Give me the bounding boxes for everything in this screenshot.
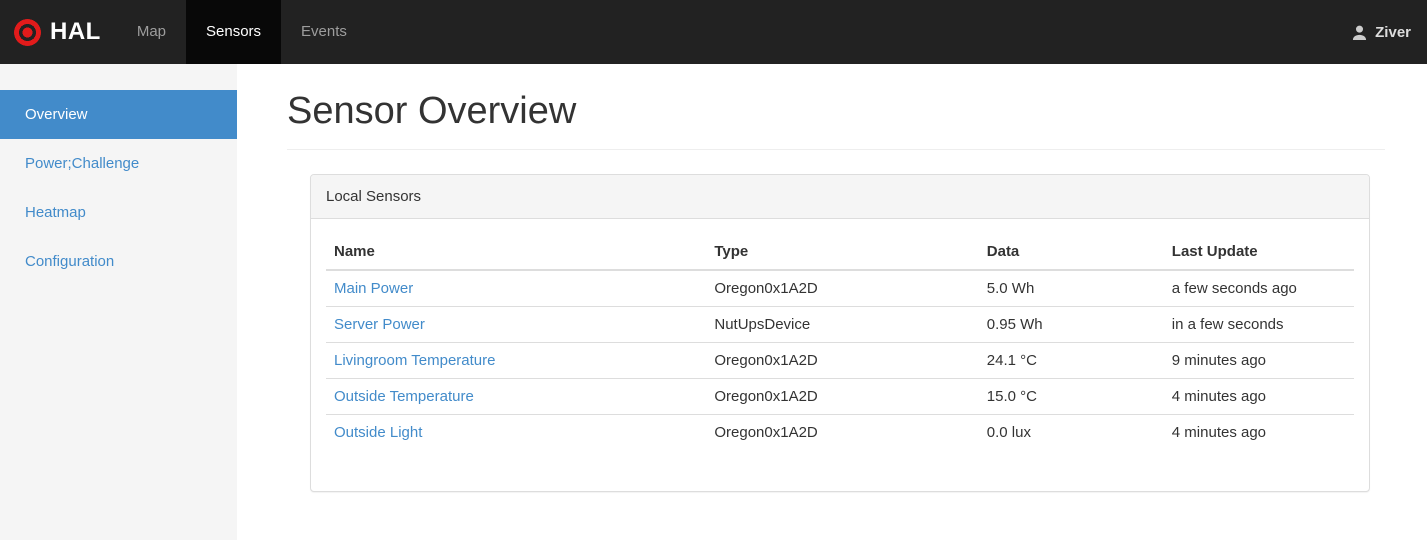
sensor-data: 24.1 °C (978, 342, 1164, 379)
sensor-last-update: 9 minutes ago (1163, 342, 1354, 379)
sensor-link[interactable]: Main Power (334, 280, 414, 297)
sidebar-item-configuration[interactable]: Configuration (25, 253, 115, 270)
sensor-name-cell: Outside Light (326, 414, 707, 450)
sensor-name-cell: Livingroom Temperature (326, 342, 707, 379)
table-row: Livingroom Temperature Oregon0x1A2D 24.1… (326, 342, 1354, 379)
sensor-type: Oregon0x1A2D (706, 342, 979, 379)
hal-logo-icon (14, 18, 41, 46)
sidebar-item-heatmap[interactable]: Heatmap (25, 204, 86, 221)
sensor-last-update: a few seconds ago (1163, 269, 1354, 307)
col-header-type: Type (706, 234, 979, 271)
sensor-type: Oregon0x1A2D (706, 414, 979, 450)
sensor-last-update: 4 minutes ago (1163, 378, 1354, 415)
table-row: Main Power Oregon0x1A2D 5.0 Wh a few sec… (326, 269, 1354, 307)
sensor-last-update: 4 minutes ago (1163, 414, 1354, 450)
sensor-name-cell: Outside Temperature (326, 378, 707, 415)
brand-link[interactable]: HAL (0, 0, 117, 64)
col-header-name: Name (326, 234, 707, 271)
nav-item-map[interactable]: Map (136, 23, 167, 40)
local-sensors-panel: Local Sensors Name Type Data Last Update (310, 174, 1370, 492)
table-row: Server Power NutUpsDevice 0.95 Wh in a f… (326, 306, 1354, 343)
page-title: Sensor Overview (287, 90, 1385, 150)
user-menu[interactable]: Ziver (1335, 0, 1427, 64)
sensor-link[interactable]: Server Power (334, 316, 425, 333)
col-header-last-update: Last Update (1163, 234, 1354, 271)
panel-body: Name Type Data Last Update Main Power (311, 219, 1369, 491)
top-navbar: HAL Map Sensors Events Ziver (0, 0, 1427, 64)
sensor-data: 0.95 Wh (978, 306, 1164, 343)
sensor-data: 5.0 Wh (978, 269, 1164, 307)
sensor-data: 0.0 lux (978, 414, 1164, 450)
main-content: Sensor Overview Local Sensors Name Type … (237, 64, 1427, 540)
sidebar: Overview Power;Challenge Heatmap Configu… (0, 64, 237, 540)
sidebar-item-power-challenge[interactable]: Power;Challenge (25, 155, 140, 172)
col-header-data: Data (978, 234, 1164, 271)
main-nav: Map Sensors Events (117, 0, 367, 64)
table-header-row: Name Type Data Last Update (326, 234, 1354, 271)
brand-text: HAL (50, 18, 101, 45)
nav-item-events[interactable]: Events (301, 23, 347, 40)
sensor-type: Oregon0x1A2D (706, 269, 979, 307)
table-row: Outside Temperature Oregon0x1A2D 15.0 °C… (326, 378, 1354, 415)
sensor-last-update: in a few seconds (1163, 306, 1354, 343)
sensor-link[interactable]: Outside Temperature (334, 388, 474, 405)
user-icon (1353, 25, 1367, 40)
sensor-data: 15.0 °C (978, 378, 1164, 415)
sidebar-item-overview[interactable]: Overview (0, 90, 237, 139)
sensors-table: Name Type Data Last Update Main Power (326, 234, 1354, 450)
table-row: Outside Light Oregon0x1A2D 0.0 lux 4 min… (326, 414, 1354, 450)
sensor-type: Oregon0x1A2D (706, 378, 979, 415)
panel-title: Local Sensors (311, 175, 1369, 219)
sensor-link[interactable]: Outside Light (334, 424, 423, 441)
sensor-type: NutUpsDevice (706, 306, 979, 343)
user-name: Ziver (1375, 23, 1411, 41)
page-body: Overview Power;Challenge Heatmap Configu… (0, 64, 1427, 540)
nav-item-sensors[interactable]: Sensors (186, 0, 282, 64)
sensor-name-cell: Server Power (326, 306, 707, 343)
sensor-name-cell: Main Power (326, 269, 707, 307)
sensor-link[interactable]: Livingroom Temperature (334, 352, 496, 369)
